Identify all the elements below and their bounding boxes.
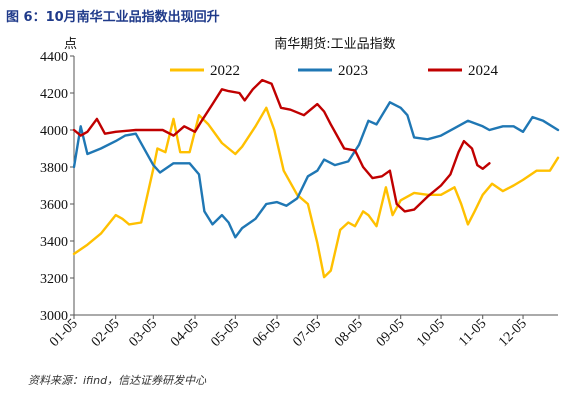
x-tick-label: 05-05 (208, 316, 242, 350)
y-tick-label: 3000 (40, 309, 68, 324)
y-tick-label: 3600 (40, 198, 68, 213)
axes (73, 56, 558, 316)
x-tick-label: 04-05 (168, 316, 202, 350)
y-tick-label: 4000 (40, 124, 68, 139)
y-tick-label: 3800 (40, 161, 68, 176)
series-lines (72, 78, 560, 279)
x-axis-ticks: 01-05 02-05 03-05 04-05 05-05 06-05 07-05 08-05… (47, 315, 530, 350)
x-tick-label: 09-05 (374, 316, 408, 350)
figure-title: 图 6：10月南华工业品指数出现回升 (6, 10, 220, 25)
y-tick-label: 3400 (40, 235, 68, 250)
series-line-2022 (72, 106, 560, 279)
y-tick-label: 3200 (40, 272, 68, 287)
series-line-2024 (72, 78, 491, 213)
x-tick-label: 10-05 (414, 316, 448, 350)
legend-label-2024: 2024 (468, 63, 499, 79)
legend: 2022 2023 2024 (170, 63, 499, 79)
series-line-2023 (72, 101, 560, 239)
y-axis-unit-label: 点 (64, 37, 77, 52)
x-tick-label: 12-05 (496, 316, 530, 350)
chart-title: 南华期货:工业品指数 (274, 36, 395, 52)
legend-label-2023: 2023 (338, 63, 368, 79)
x-tick-label: 03-05 (126, 316, 160, 350)
legend-label-2022: 2022 (210, 63, 240, 79)
x-tick-label: 08-05 (332, 316, 366, 350)
y-tick-label: 4400 (40, 50, 68, 65)
y-tick-label: 4200 (40, 87, 68, 102)
x-tick-label: 11-05 (456, 316, 489, 349)
x-tick-label: 02-05 (89, 316, 123, 350)
x-tick-label: 06-05 (250, 316, 284, 350)
x-tick-label: 07-05 (290, 316, 324, 350)
source-note: 资料来源：ifind，信达证券研发中心 (28, 374, 207, 387)
y-axis-ticks: 3000 3200 3400 3600 3800 4000 4200 4400 (40, 50, 74, 324)
